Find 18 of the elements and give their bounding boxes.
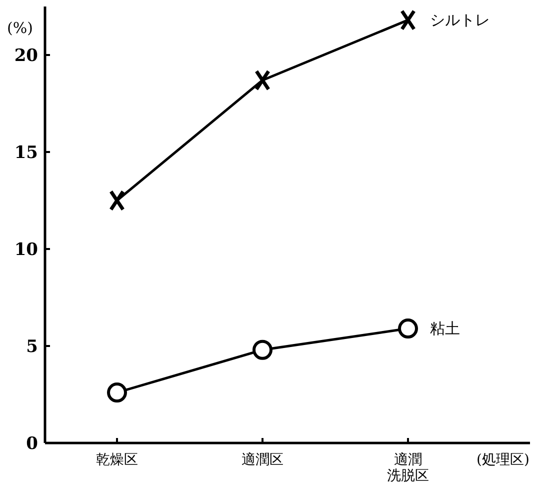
y-tick-label: 10	[14, 240, 38, 260]
y-tick-label: 5	[26, 337, 38, 357]
x-tick-label: 乾燥区	[96, 452, 138, 468]
point	[254, 69, 270, 91]
point	[109, 190, 125, 212]
x-axis-title: (処理区)	[476, 452, 530, 468]
series-label: 粘土	[430, 320, 460, 338]
x-tick-label: 適潤区	[242, 452, 284, 468]
x-tick-label: 適潤洗脱区	[387, 452, 429, 484]
y-tick-label: 0	[26, 434, 38, 454]
point	[400, 9, 416, 31]
point	[252, 340, 272, 360]
y-axis-title: (%)	[7, 19, 33, 37]
y-tick-label: 15	[14, 143, 38, 163]
point	[107, 382, 127, 403]
series-label: シルトレ	[430, 11, 490, 30]
y-tick-label: 20	[14, 46, 38, 66]
point	[398, 318, 418, 339]
